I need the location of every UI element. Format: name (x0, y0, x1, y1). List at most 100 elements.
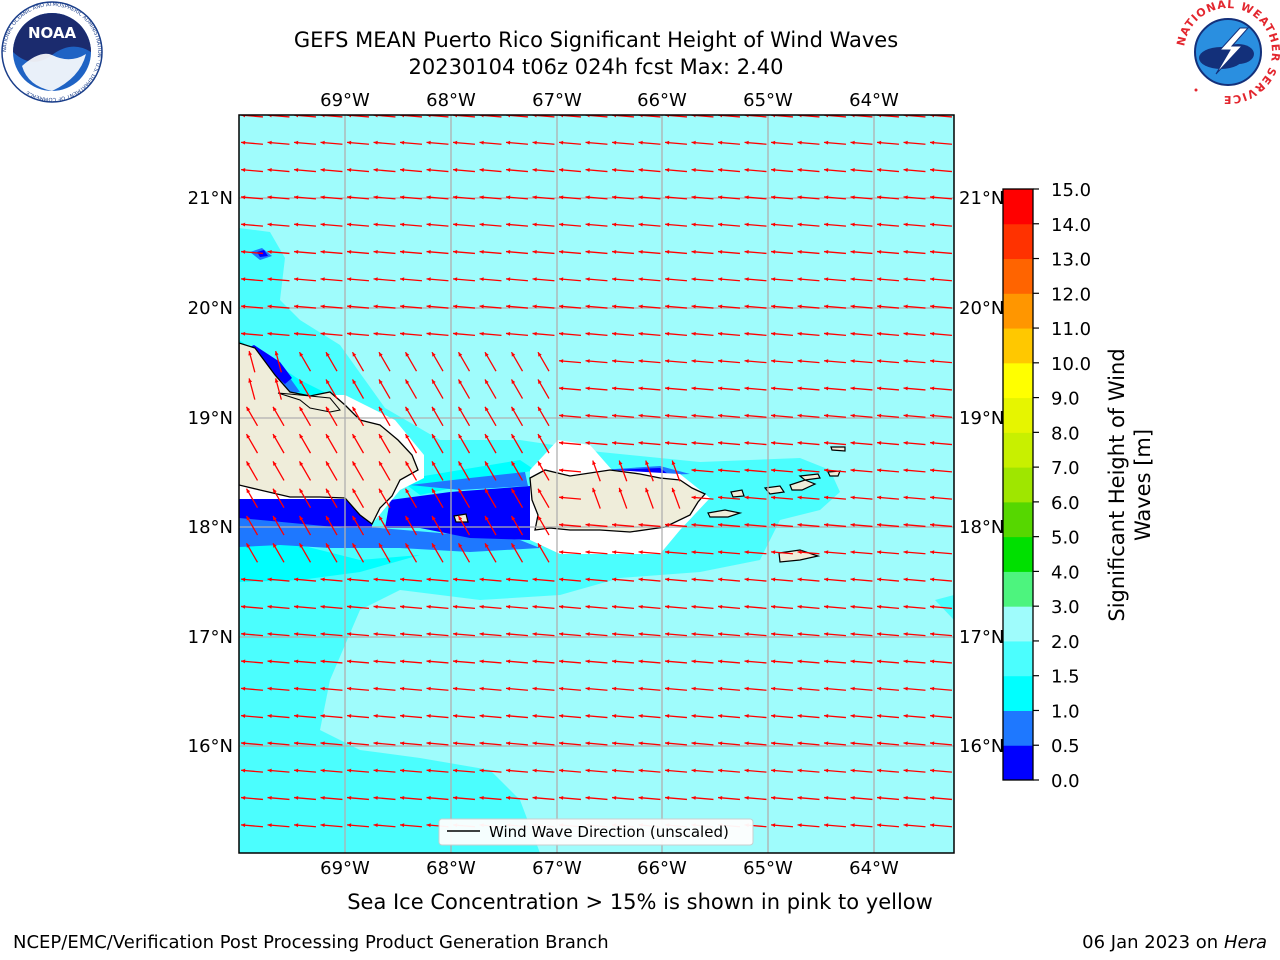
wave-direction-arrow (664, 331, 688, 337)
wave-direction-arrow (770, 441, 794, 446)
lat-ticks-left: 21°N 20°N 19°N 18°N 17°N 16°N (188, 188, 233, 757)
colorbar-band (1003, 745, 1033, 781)
wave-direction-arrow (770, 168, 794, 173)
wave-direction-arrow (823, 550, 847, 555)
wave-direction-arrow (744, 413, 767, 418)
wave-direction-arrow (823, 659, 847, 664)
wave-direction-arrow (823, 168, 847, 173)
lat-ticks-right: 21°N 20°N 19°N 18°N 17°N 16°N (959, 188, 1004, 757)
wave-direction-arrow (484, 488, 497, 509)
wave-direction-arrow (876, 522, 900, 528)
wave-direction-arrow (532, 249, 555, 255)
wave-direction-arrow (532, 604, 555, 610)
wave-direction-arrow (293, 686, 317, 691)
wave-direction-arrow (452, 768, 476, 773)
wave-direction-arrow (373, 168, 396, 173)
colorbar-band (1003, 606, 1033, 642)
wave-direction-arrow (797, 632, 820, 637)
footer-date-text: 06 Jan 2023 on (1082, 932, 1224, 953)
wave-direction-arrow (298, 433, 312, 454)
wave-direction-arrow (558, 795, 582, 801)
wave-direction-arrow (351, 515, 365, 536)
wave-direction-arrow (850, 741, 873, 746)
wave-direction-arrow (823, 577, 847, 582)
wave-direction-arrow (744, 140, 767, 145)
wave-direction-arrow (770, 386, 794, 391)
wave-direction-arrow (558, 495, 582, 500)
wave-direction-arrow (903, 359, 926, 364)
lon-tick-bottom: 64°W (849, 858, 899, 879)
wave-direction-arrow (903, 468, 926, 473)
wave-direction-arrow (399, 741, 423, 746)
wave-direction-arrow (585, 249, 608, 255)
wave-direction-arrow (797, 714, 820, 719)
wave-direction-arrow (770, 686, 794, 691)
wave-direction-arrow (479, 577, 502, 582)
wave-direction-arrow (457, 542, 471, 563)
colorbar-tick-label: 12.0 (1051, 284, 1091, 305)
wave-direction-arrow (484, 406, 497, 427)
wave-direction-arrow (479, 168, 502, 173)
wave-direction-arrow (691, 168, 714, 173)
wave-direction-arrow (479, 604, 502, 610)
wave-direction-arrow (378, 515, 391, 536)
wave-direction-arrow (346, 304, 370, 309)
wave-direction-arrow (929, 577, 953, 582)
wave-direction-arrow (592, 487, 601, 509)
wave-direction-arrow (240, 195, 264, 200)
wave-direction-arrow (717, 441, 741, 446)
wave-direction-arrow (267, 604, 290, 610)
wave-direction-arrow (426, 768, 449, 773)
wave-direction-arrow (770, 741, 794, 746)
wave-direction-arrow (664, 686, 688, 691)
lat-tick-right: 16°N (959, 736, 1004, 757)
wave-direction-arrow (638, 195, 661, 200)
wave-direction-arrow (293, 195, 317, 200)
wave-direction-arrow (585, 195, 608, 200)
wave-direction-arrow (452, 304, 476, 309)
wave-direction-arrow (770, 604, 794, 610)
wave-direction-arrow (850, 522, 873, 528)
wave-direction-arrow (903, 495, 926, 500)
wave-direction-arrow (929, 495, 953, 500)
wave-direction-arrow (850, 714, 873, 719)
wave-direction-arrow (585, 140, 608, 145)
wave-direction-arrow (558, 359, 582, 364)
wave-direction-arrow (505, 686, 529, 691)
wave-direction-arrow (797, 659, 820, 664)
wave-direction-arrow (240, 168, 264, 173)
wave-direction-arrow (850, 495, 873, 500)
wave-direction-arrow (293, 140, 317, 145)
wave-direction-arrow (452, 741, 476, 746)
wave-direction-arrow (426, 140, 449, 145)
wave-direction-arrow (373, 577, 396, 582)
colorbar-tick-label: 10.0 (1051, 354, 1091, 375)
wave-direction-arrow (373, 222, 396, 227)
colorbar-band (1003, 223, 1033, 260)
wave-direction-arrow (717, 331, 741, 337)
wave-direction-arrow (691, 632, 714, 637)
wave-direction-arrow (611, 686, 635, 691)
wave-direction-arrow (638, 795, 661, 801)
wave-direction-arrow (320, 686, 343, 691)
wave-direction-arrow (320, 741, 343, 746)
wave-direction-arrow (611, 441, 635, 446)
wave-direction-arrow (431, 433, 444, 454)
wave-direction-arrow (929, 249, 953, 255)
wave-direction-arrow (248, 378, 256, 400)
wave-direction-arrow (876, 659, 900, 664)
wave-direction-arrow (240, 304, 264, 309)
wave-direction-arrow (558, 441, 582, 446)
wave-direction-arrow (903, 577, 926, 582)
wave-direction-arrow (797, 386, 820, 391)
wave-direction-arrow (479, 195, 502, 200)
wave-direction-arrow (351, 461, 365, 481)
wave-direction-arrow (611, 550, 635, 555)
wave-direction-arrow (744, 604, 767, 610)
noaa-logo-icon: NATIONAL OCEANIC AND ATMOSPHERIC ADMINIS… (1, 1, 103, 103)
wave-direction-arrow (903, 168, 926, 173)
wave-direction-arrow (426, 632, 449, 637)
colorbar-tick-label: 15.0 (1051, 180, 1091, 201)
wave-direction-arrow (770, 140, 794, 145)
wave-direction-arrow (240, 249, 264, 255)
